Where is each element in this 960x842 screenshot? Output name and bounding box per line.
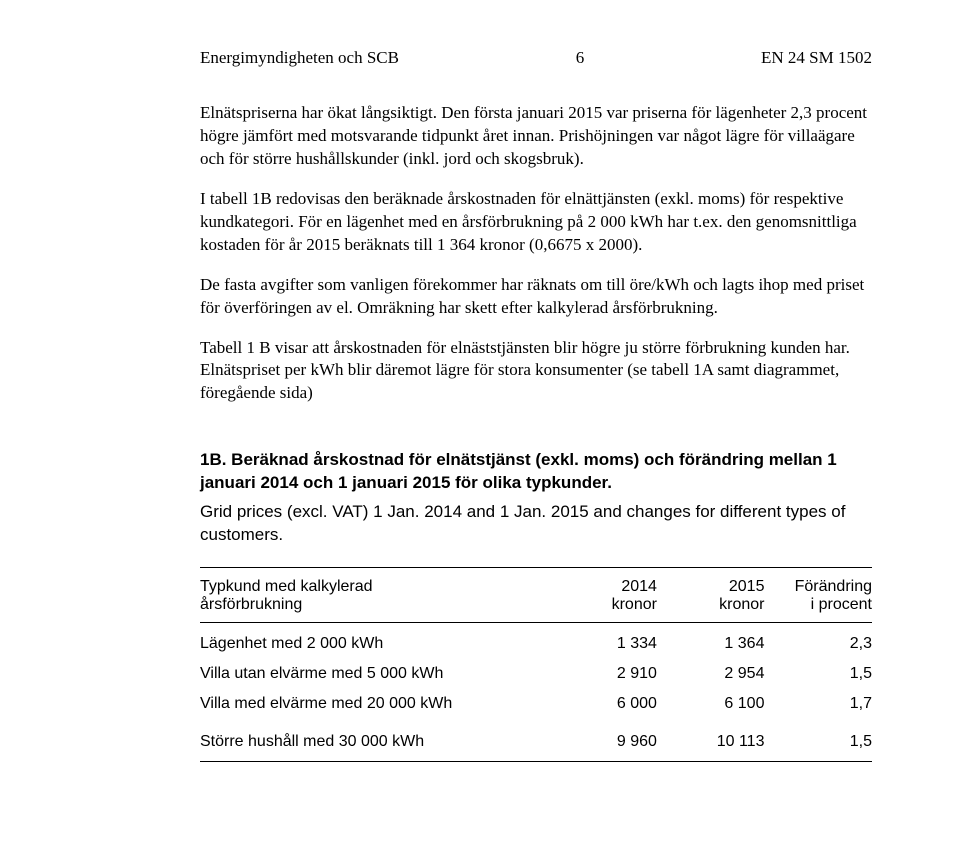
col-header-line: i procent	[811, 596, 872, 613]
cell-label: Lägenhet med 2 000 kWh	[200, 623, 549, 660]
table-row: Villa utan elvärme med 5 000 kWh 2 910 2…	[200, 659, 872, 689]
body-paragraph: Tabell 1 B visar att årskostnaden för el…	[200, 337, 872, 406]
col-header-line: Förändring	[795, 578, 872, 595]
cell-label: Villa utan elvärme med 5 000 kWh	[200, 659, 549, 689]
col-header-label: Typkund med kalkylerad årsförbrukning	[200, 572, 549, 623]
cell-change: 1,5	[764, 659, 872, 689]
col-header-line: kronor	[719, 596, 764, 613]
page-header: Energimyndigheten och SCB 6 EN 24 SM 150…	[200, 48, 872, 68]
header-right: EN 24 SM 1502	[761, 48, 872, 68]
col-header-line: årsförbrukning	[200, 596, 302, 613]
page-container: Energimyndigheten och SCB 6 EN 24 SM 150…	[0, 0, 960, 802]
cell-2015: 10 113	[657, 719, 765, 761]
cell-2015: 2 954	[657, 659, 765, 689]
cell-change: 1,7	[764, 689, 872, 719]
cell-2015: 6 100	[657, 689, 765, 719]
col-header-line: 2014	[621, 578, 657, 595]
body-paragraph: De fasta avgifter som vanligen förekomme…	[200, 274, 872, 320]
col-header-line: kronor	[612, 596, 657, 613]
cell-2014: 9 960	[549, 719, 657, 761]
col-header-2015: 2015 kronor	[657, 572, 765, 623]
cell-change: 1,5	[764, 719, 872, 761]
table-heading: 1B. Beräknad årskostnad för elnätstjänst…	[200, 449, 872, 495]
body-paragraph: I tabell 1B redovisas den beräknade årsk…	[200, 188, 872, 257]
cell-change: 2,3	[764, 623, 872, 660]
header-left: Energimyndigheten och SCB	[200, 48, 399, 68]
cell-2014: 6 000	[549, 689, 657, 719]
col-header-2014: 2014 kronor	[549, 572, 657, 623]
header-page-number: 6	[576, 48, 585, 68]
col-header-line: Typkund med kalkylerad	[200, 578, 373, 595]
col-header-line: 2015	[729, 578, 765, 595]
cell-2014: 1 334	[549, 623, 657, 660]
table-row: Större hushåll med 30 000 kWh 9 960 10 1…	[200, 719, 872, 761]
table-wrapper: Typkund med kalkylerad årsförbrukning 20…	[200, 567, 872, 762]
table-row: Lägenhet med 2 000 kWh 1 334 1 364 2,3	[200, 623, 872, 660]
table-caption: Grid prices (excl. VAT) 1 Jan. 2014 and …	[200, 501, 872, 547]
price-table: Typkund med kalkylerad årsförbrukning 20…	[200, 572, 872, 761]
cell-label: Större hushåll med 30 000 kWh	[200, 719, 549, 761]
cell-2015: 1 364	[657, 623, 765, 660]
table-row: Villa med elvärme med 20 000 kWh 6 000 6…	[200, 689, 872, 719]
cell-label: Villa med elvärme med 20 000 kWh	[200, 689, 549, 719]
body-paragraph: Elnätspriserna har ökat långsiktigt. Den…	[200, 102, 872, 171]
col-header-change: Förändring i procent	[764, 572, 872, 623]
table-header-row: Typkund med kalkylerad årsförbrukning 20…	[200, 572, 872, 623]
cell-2014: 2 910	[549, 659, 657, 689]
